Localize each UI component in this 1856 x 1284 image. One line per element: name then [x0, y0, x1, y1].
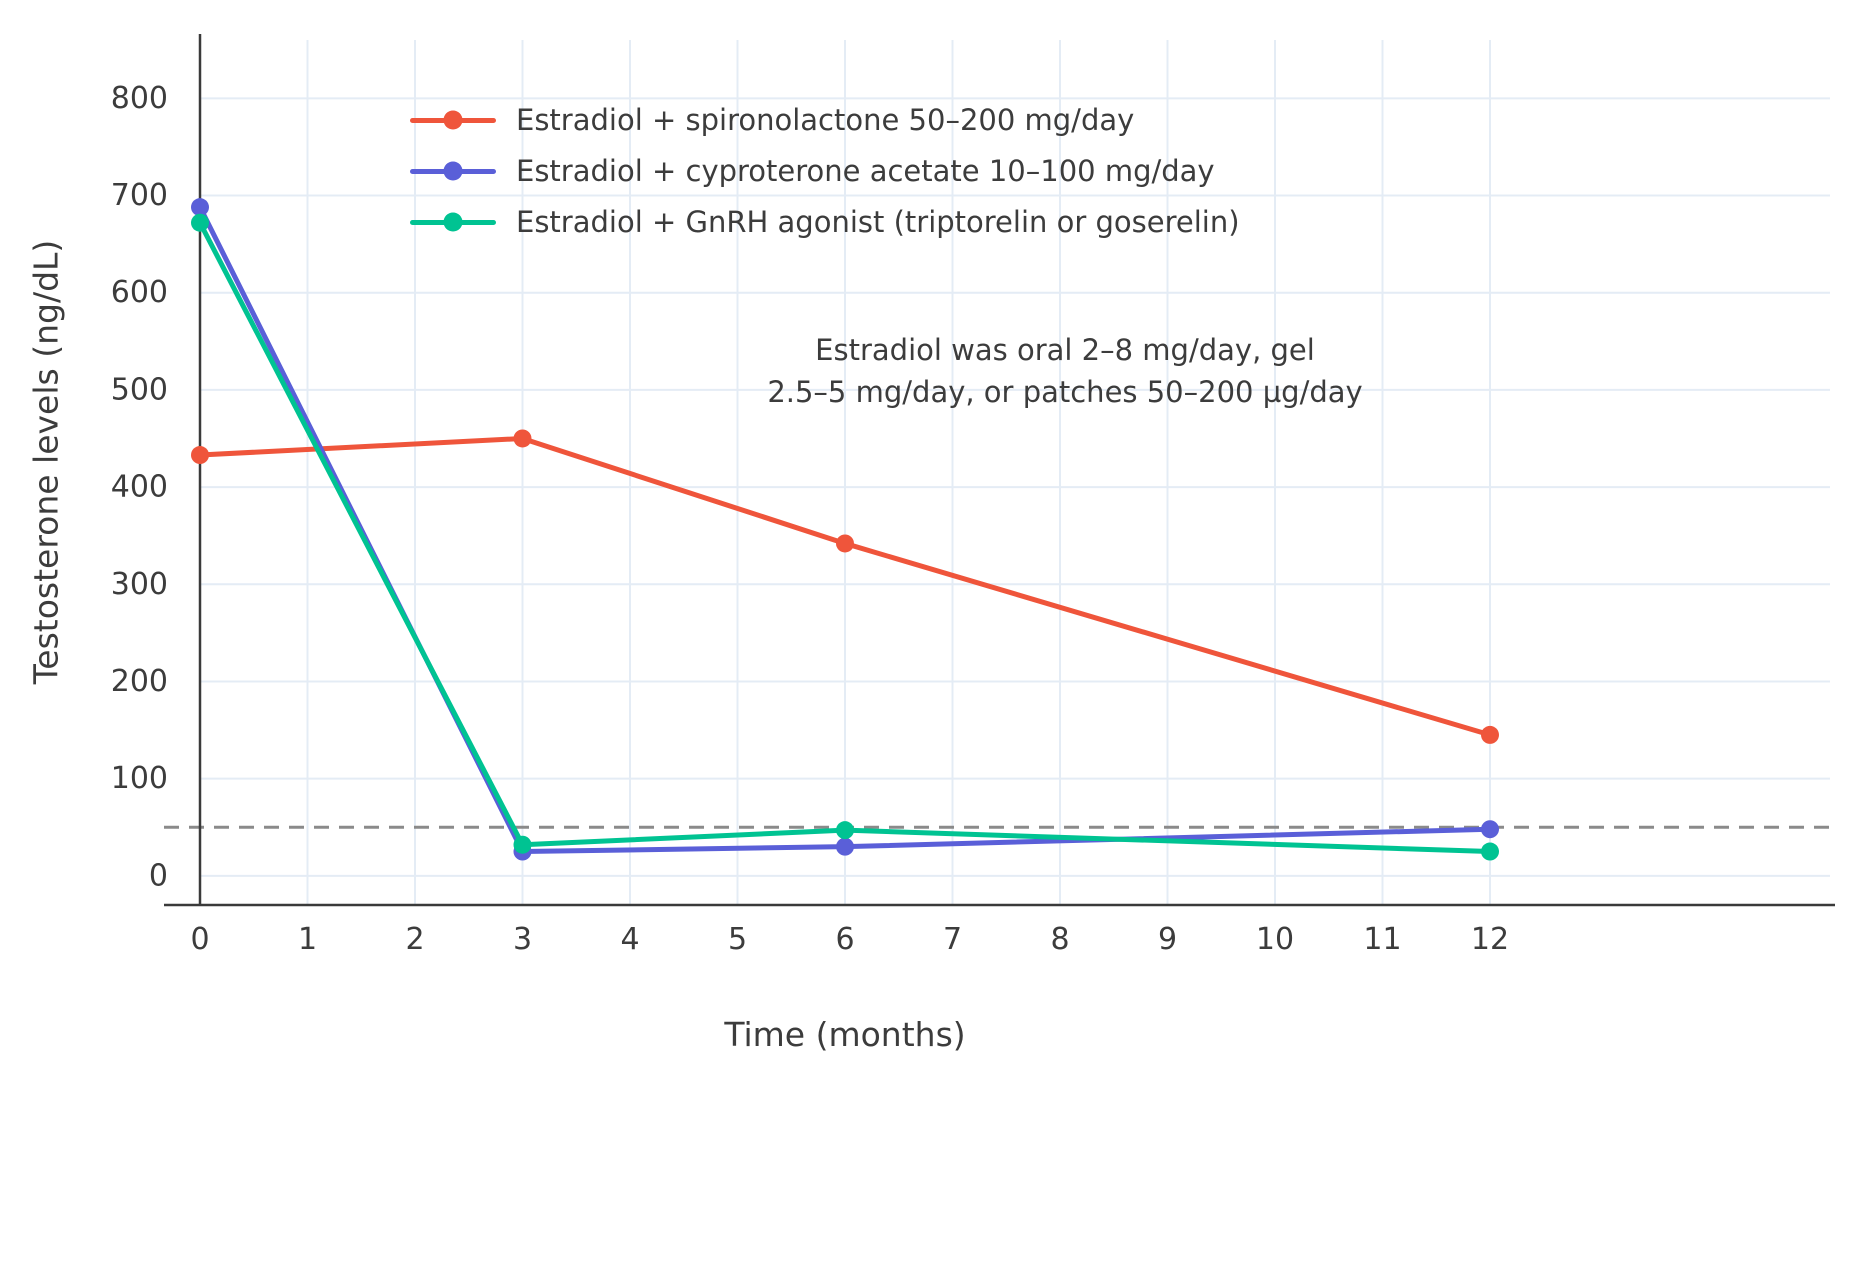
y-axis-title: Testosterone levels (ng/dL)	[26, 239, 66, 685]
x-tick-label: 8	[1050, 922, 1069, 957]
data-point	[513, 429, 532, 448]
x-tick-label: 11	[1363, 922, 1401, 957]
x-tick-label: 9	[1158, 922, 1177, 957]
x-axis-title: Time (months)	[724, 1015, 966, 1054]
x-tick-label: 3	[513, 922, 532, 957]
y-tick-label: 600	[111, 275, 168, 310]
legend: Estradiol + spironolactone 50–200 mg/day…	[410, 103, 1240, 239]
legend-item-2[interactable]: Estradiol + GnRH agonist (triptorelin or…	[410, 205, 1240, 239]
legend-swatch	[410, 117, 496, 123]
estradiol-dose-annotation: Estradiol was oral 2–8 mg/day, gel 2.5–5…	[767, 333, 1363, 410]
data-point	[513, 835, 532, 854]
x-tick-label: 1	[298, 922, 317, 957]
data-point	[836, 534, 854, 553]
series-line-0	[197, 435, 1493, 738]
data-point	[191, 213, 209, 232]
y-tick-label: 200	[111, 664, 168, 699]
legend-label: Estradiol + cyproterone acetate 10–100 m…	[516, 154, 1215, 188]
data-point	[1481, 725, 1499, 744]
x-tick-label: 10	[1256, 922, 1294, 957]
x-tick-label: 0	[190, 922, 209, 957]
legend-item-0[interactable]: Estradiol + spironolactone 50–200 mg/day	[410, 103, 1240, 137]
x-tick-label: 2	[405, 922, 424, 957]
series-line-2	[197, 220, 1493, 855]
data-point	[836, 837, 854, 856]
x-tick-label: 4	[620, 922, 639, 957]
x-tick-label: 6	[835, 922, 854, 957]
data-point	[191, 446, 209, 465]
y-tick-label: 400	[111, 470, 168, 505]
data-point	[191, 198, 209, 217]
data-point	[1481, 820, 1499, 839]
y-tick-label: 500	[111, 372, 168, 407]
y-tick-label: 100	[111, 761, 168, 796]
x-tick-label: 7	[943, 922, 962, 957]
legend-item-1[interactable]: Estradiol + cyproterone acetate 10–100 m…	[410, 154, 1240, 188]
legend-label: Estradiol + GnRH agonist (triptorelin or…	[516, 205, 1240, 239]
data-point	[1481, 842, 1499, 861]
legend-swatch	[410, 219, 496, 225]
x-tick-label: 12	[1471, 922, 1509, 957]
x-tick-label: 5	[728, 922, 747, 957]
y-tick-label: 800	[111, 81, 168, 116]
y-tick-label: 0	[149, 858, 168, 893]
legend-label: Estradiol + spironolactone 50–200 mg/day	[516, 103, 1135, 137]
data-point	[836, 821, 854, 840]
legend-swatch	[410, 168, 496, 174]
y-tick-label: 300	[111, 567, 168, 602]
y-tick-label: 700	[111, 178, 168, 213]
